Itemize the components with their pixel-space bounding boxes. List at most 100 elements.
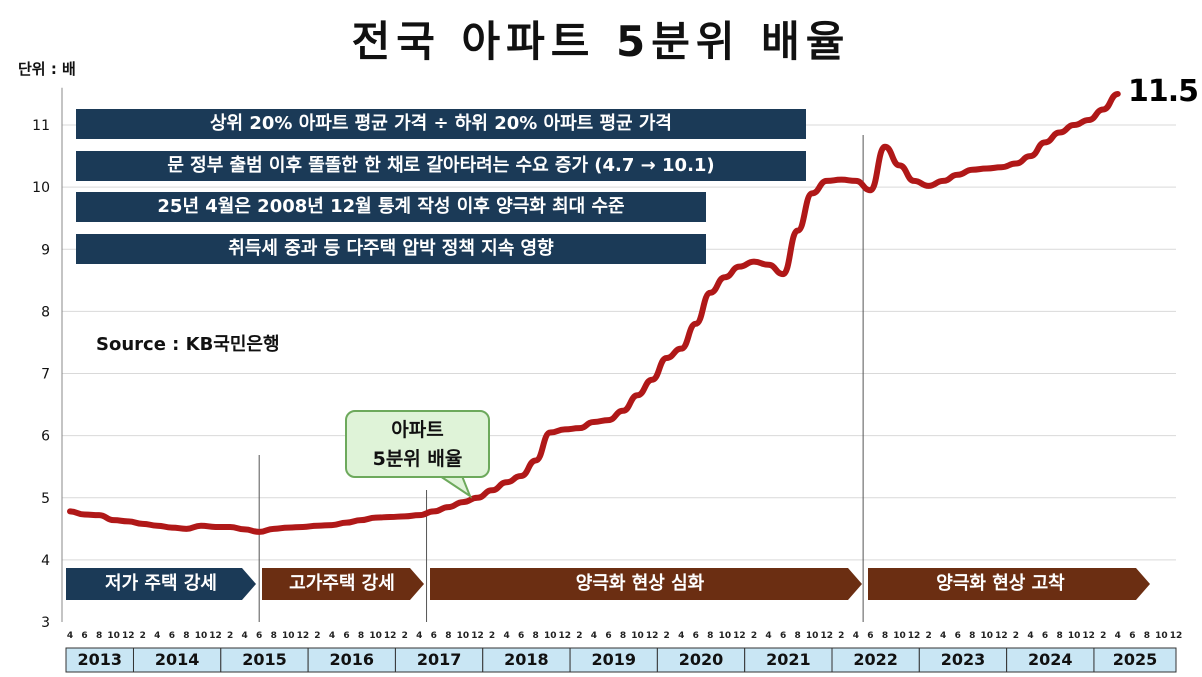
x-tick-label: 6 — [81, 631, 87, 641]
x-tick-label: 10 — [893, 631, 906, 641]
x-tick-label: 8 — [794, 631, 800, 641]
x-tick-label: 12 — [908, 631, 921, 641]
x-tick-label: 4 — [241, 631, 247, 641]
x-tick-label: 6 — [256, 631, 262, 641]
x-tick-label: 6 — [780, 631, 786, 641]
x-tick-label: 10 — [107, 631, 120, 641]
year-label-2025: 2025 — [1112, 650, 1158, 669]
x-tick-label: 10 — [369, 631, 382, 641]
x-tick-label: 6 — [431, 631, 437, 641]
x-tick-label: 6 — [605, 631, 611, 641]
x-tick-label: 2 — [1013, 631, 1019, 641]
x-tick-label: 2 — [489, 631, 495, 641]
y-tick-label: 3 — [41, 615, 50, 631]
x-tick-label: 6 — [693, 631, 699, 641]
x-tick-label: 8 — [1144, 631, 1150, 641]
year-box — [744, 647, 833, 673]
series-line — [67, 90, 1121, 535]
x-tick-label: 2 — [925, 631, 931, 641]
x-tick-label: 4 — [416, 631, 422, 641]
chart-title: 전국 아파트 5분위 배율 — [351, 17, 851, 66]
x-tick-label: 12 — [559, 631, 572, 641]
y-tick-label: 8 — [41, 304, 50, 320]
x-tick-label: 10 — [457, 631, 470, 641]
x-tick-label: 8 — [183, 631, 189, 641]
x-tick-label: 6 — [1042, 631, 1048, 641]
info-line-4: 취득세 중과 등 다주택 압박 정책 지속 영향 — [76, 234, 706, 264]
x-tick-label: 6 — [1129, 631, 1135, 641]
phase-label-2: 고가주택 강세 — [289, 573, 395, 594]
x-tick-label: 8 — [96, 631, 102, 641]
x-tick-label: 10 — [282, 631, 295, 641]
x-tick-label: 10 — [544, 631, 557, 641]
x-tick-label: 2 — [751, 631, 757, 641]
year-box — [220, 647, 309, 673]
info-line-1: 상위 20% 아파트 평균 가격 ÷ 하위 20% 아파트 평균 가격 — [76, 109, 806, 139]
year-box — [1006, 647, 1095, 673]
phase-label-3: 양극화 현상 심화 — [575, 573, 705, 594]
x-tick-label: 4 — [154, 631, 160, 641]
year-box — [132, 647, 222, 673]
x-tick-label: 8 — [358, 631, 364, 641]
phase-arrow — [868, 568, 1150, 600]
x-tick-label: 10 — [1155, 631, 1168, 641]
y-tick-label: 10 — [32, 180, 50, 196]
x-tick-label: 6 — [518, 631, 524, 641]
year-label-2014: 2014 — [154, 650, 200, 669]
phase-label-4: 양극화 현상 고착 — [936, 573, 1065, 594]
y-tick-label: 11 — [32, 118, 50, 134]
x-tick-label: 12 — [384, 631, 397, 641]
x-tick-label: 12 — [297, 631, 310, 641]
x-tick-label: 2 — [227, 631, 233, 641]
callout-line-2: 5분위 배율 — [372, 448, 463, 470]
x-tick-label: 6 — [867, 631, 873, 641]
x-tick-label: 4 — [67, 631, 73, 641]
year-box — [1093, 647, 1177, 673]
x-tick-label: 8 — [969, 631, 975, 641]
info-line-3: 25년 4월은 2008년 12월 통계 작성 이후 양극화 최대 수준 — [76, 192, 706, 222]
year-label-2021: 2021 — [766, 650, 811, 669]
x-tick-label: 10 — [631, 631, 644, 641]
x-tick-label: 2 — [140, 631, 146, 641]
x-tick-label: 8 — [882, 631, 888, 641]
year-box — [918, 647, 1008, 673]
year-label-2024: 2024 — [1028, 650, 1073, 669]
x-tick-label: 4 — [591, 631, 597, 641]
x-tick-label: 12 — [646, 631, 659, 641]
x-tick-label: 8 — [533, 631, 539, 641]
phase-arrow — [66, 568, 256, 600]
y-tick-label: 7 — [41, 367, 50, 383]
x-tick-label: 4 — [940, 631, 946, 641]
x-tick-label: 6 — [169, 631, 175, 641]
year-label-2018: 2018 — [504, 650, 549, 669]
x-tick-label: 6 — [955, 631, 961, 641]
x-tick-label: 4 — [1115, 631, 1121, 641]
x-tick-label: 8 — [445, 631, 451, 641]
y-tick-label: 5 — [41, 491, 50, 507]
series-callout: 아파트 5분위 배율 — [345, 410, 490, 478]
year-label-2019: 2019 — [591, 650, 636, 669]
x-tick-label: 10 — [195, 631, 208, 641]
y-tick-label: 6 — [41, 429, 50, 445]
callout-tail — [439, 475, 473, 499]
year-box — [394, 647, 484, 673]
x-tick-label: 8 — [271, 631, 277, 641]
x-tick-label: 10 — [1068, 631, 1081, 641]
x-tick-label: 10 — [806, 631, 819, 641]
x-tick-label: 2 — [664, 631, 670, 641]
end-value-label: 11.5 — [1128, 74, 1199, 109]
x-tick-label: 12 — [209, 631, 222, 641]
year-label-2023: 2023 — [940, 650, 986, 669]
callout-line-1: 아파트 — [391, 419, 444, 441]
x-tick-label: 4 — [503, 631, 509, 641]
x-tick-label: 8 — [707, 631, 713, 641]
x-tick-label: 4 — [678, 631, 684, 641]
x-tick-label: 2 — [576, 631, 582, 641]
x-tick-label: 8 — [1056, 631, 1062, 641]
x-tick-label: 4 — [1027, 631, 1033, 641]
year-label-2016: 2016 — [329, 650, 375, 669]
year-label-2020: 2020 — [678, 650, 724, 669]
year-label-2022: 2022 — [853, 650, 898, 669]
year-label-2013: 2013 — [77, 650, 122, 669]
year-box — [656, 647, 746, 673]
